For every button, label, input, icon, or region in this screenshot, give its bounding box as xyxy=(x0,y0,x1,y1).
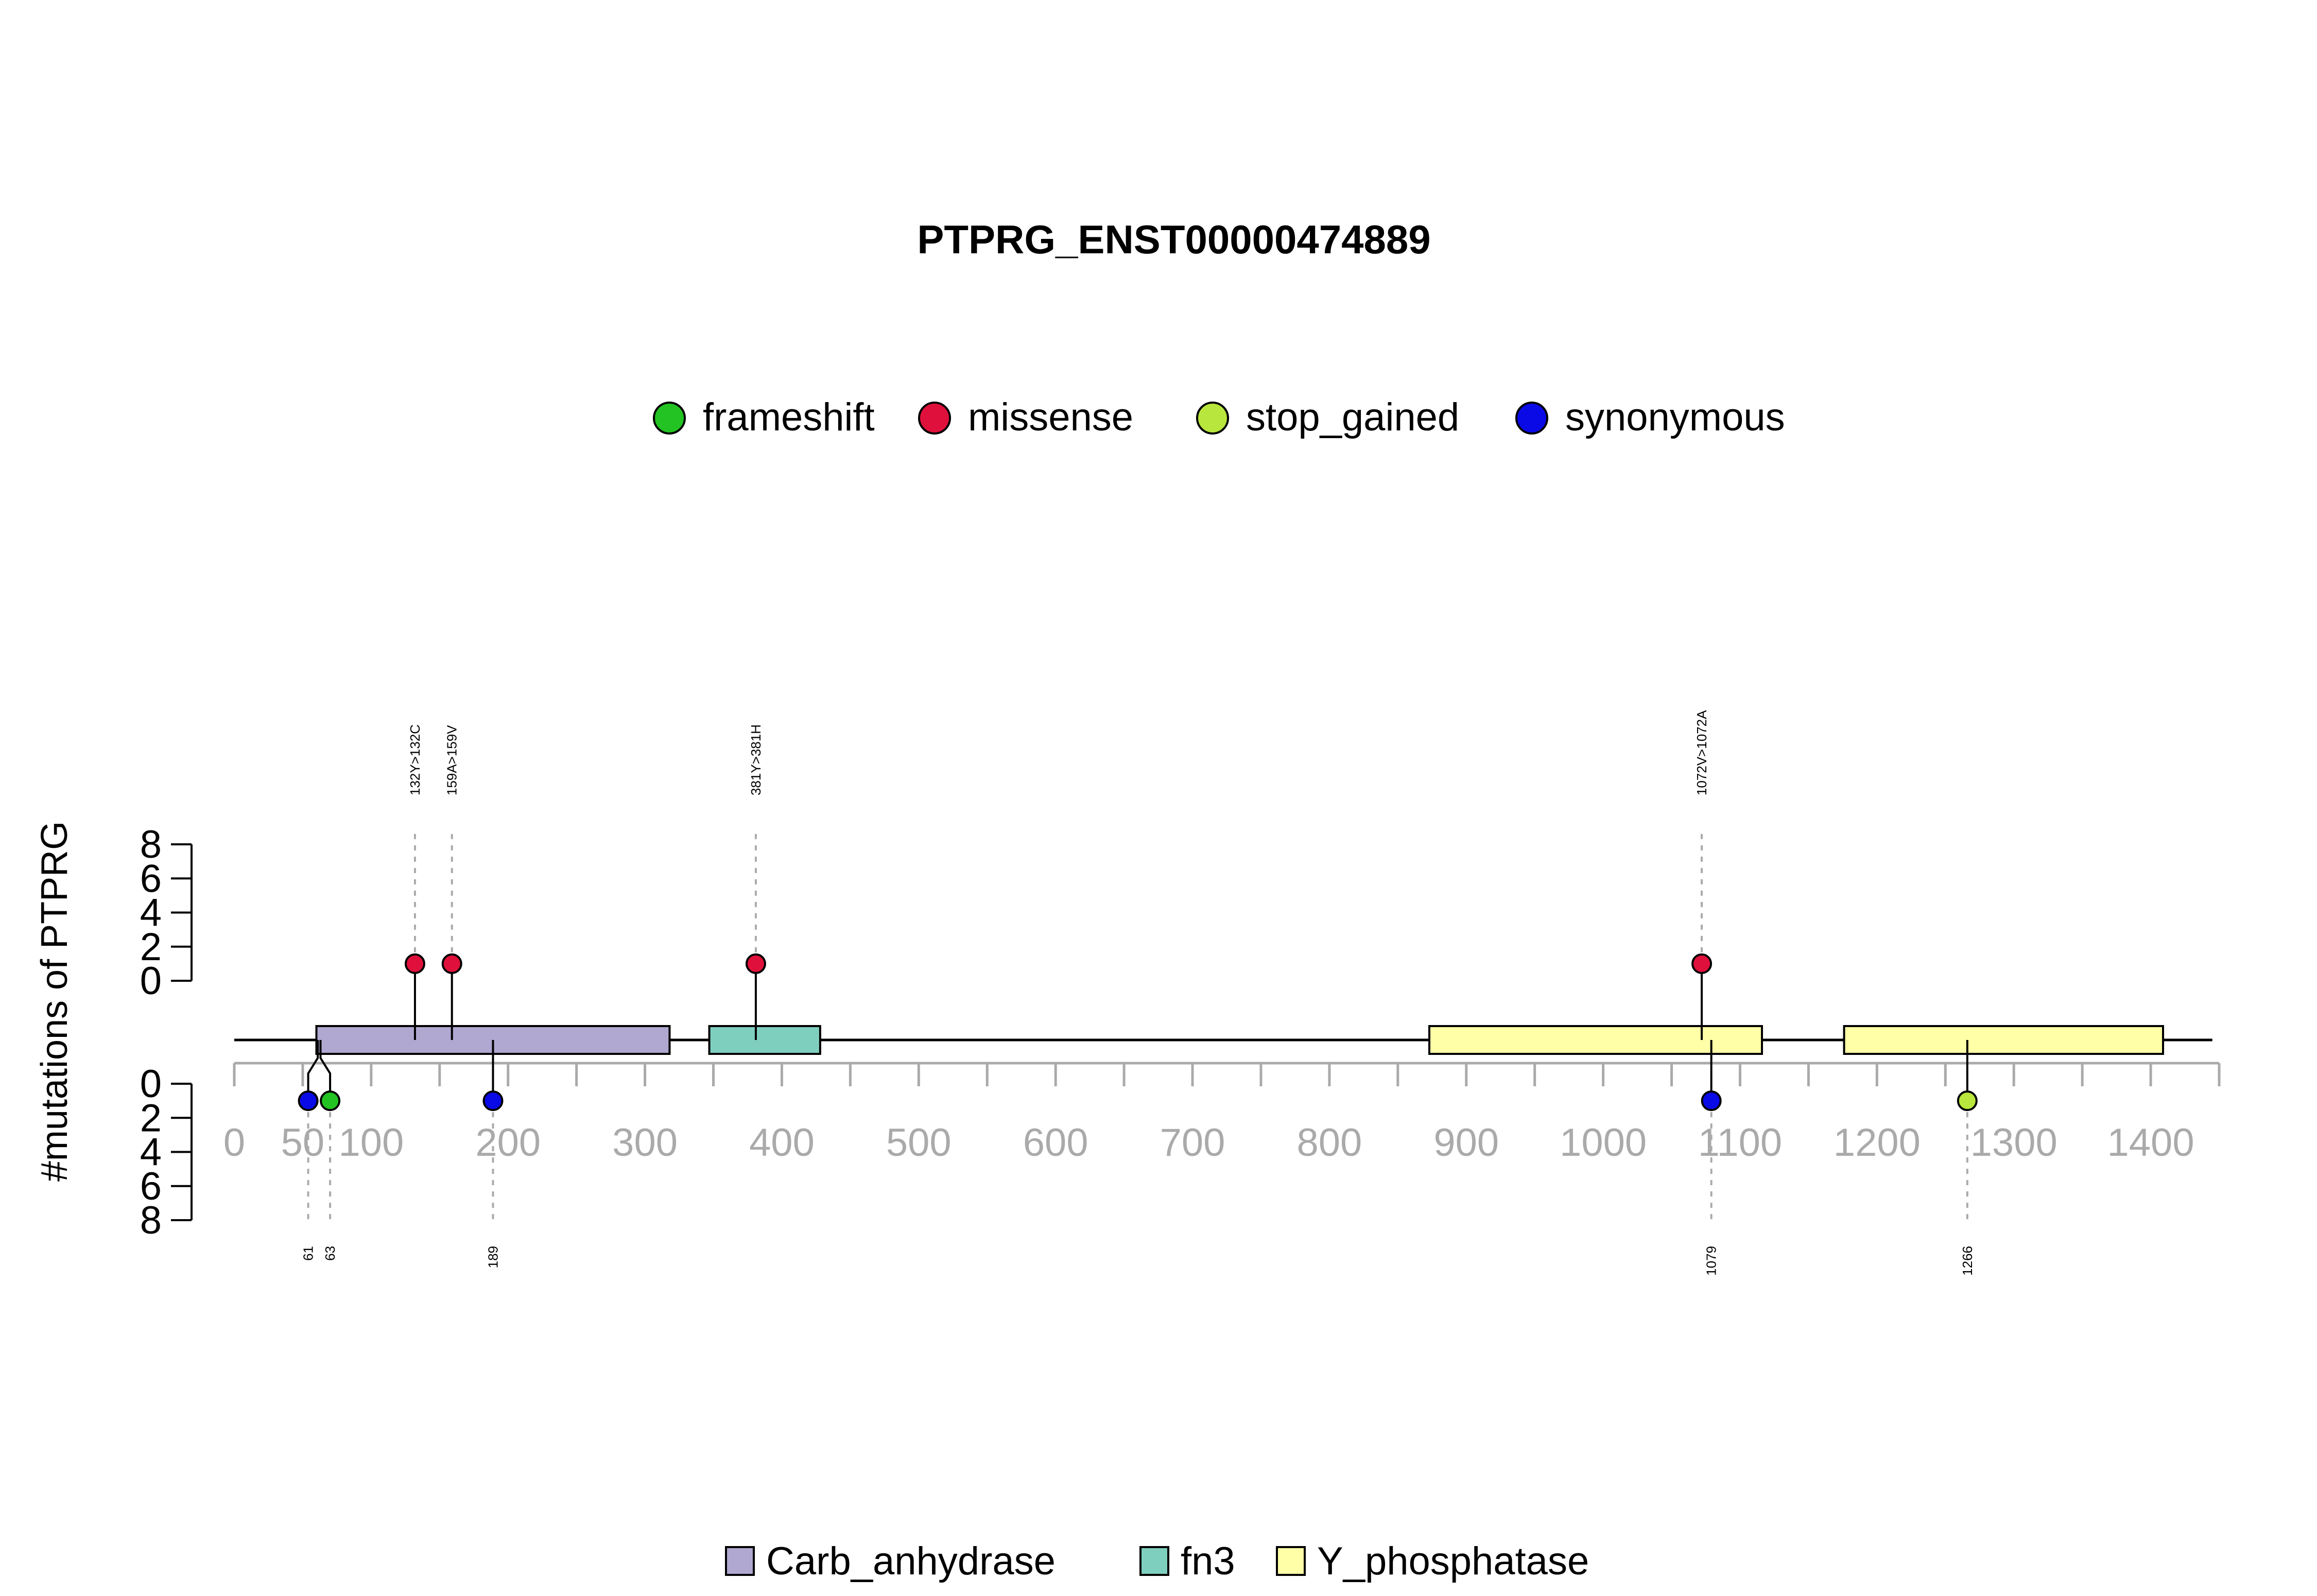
x-tick-label-0: 0 xyxy=(223,1121,245,1165)
legend-dot-stop_gained xyxy=(1196,402,1229,435)
y-tick-label-bottom-6: 6 xyxy=(140,1165,162,1208)
y-tick-label-top-2: 2 xyxy=(140,925,162,969)
domain-box-Y_phosphatase-3 xyxy=(1843,1025,2164,1055)
x-tick-label-200: 200 xyxy=(475,1121,541,1165)
label-bottom-61: 61 xyxy=(301,1246,316,1261)
label-bottom-1079: 1079 xyxy=(1704,1246,1719,1276)
label-bottom-189: 189 xyxy=(485,1246,500,1268)
domain-legend-label-Y_phosphatase: Y_phosphatase xyxy=(1317,1539,1589,1583)
x-tick-label-1300: 1300 xyxy=(1970,1121,2057,1165)
label-bottom-63: 63 xyxy=(322,1246,338,1261)
point-top-1072 xyxy=(1691,953,1713,974)
point-top-132 xyxy=(404,953,425,974)
x-tick-label-1400: 1400 xyxy=(2107,1121,2194,1165)
domain-legend-swatch-Carb_anhydrase xyxy=(725,1546,755,1576)
label-top-132: 132Y>132C xyxy=(407,724,423,795)
x-tick-label-900: 900 xyxy=(1433,1121,1499,1165)
point-top-159 xyxy=(441,953,462,974)
x-tick-label-500: 500 xyxy=(886,1121,952,1165)
label-bottom-1266: 1266 xyxy=(1960,1246,1975,1276)
x-tick-label-100: 100 xyxy=(338,1121,404,1165)
x-tick-label-700: 700 xyxy=(1160,1121,1225,1165)
chart-title: PTPRG_ENST00000474889 xyxy=(917,217,1430,262)
point-bottom-61 xyxy=(298,1090,319,1112)
x-tick-label-50: 50 xyxy=(281,1121,325,1165)
legend-label-stop_gained: stop_gained xyxy=(1246,395,1459,439)
domain-legend-swatch-Y_phosphatase xyxy=(1276,1546,1306,1576)
point-top-381 xyxy=(745,953,766,974)
legend-dot-missense xyxy=(918,402,951,435)
domain-legend-label-fn3: fn3 xyxy=(1181,1539,1235,1583)
domain-box-fn3-1 xyxy=(708,1025,821,1055)
y-tick-label-top-8: 8 xyxy=(140,823,162,866)
legend-dot-frameshift xyxy=(653,402,686,435)
y-tick-label-top-4: 4 xyxy=(140,891,162,935)
lollipops: 132Y>132C 159A>159V 381Y>381H 1072V>1072A 61… xyxy=(298,710,1978,1276)
y-tick-label-bottom-8: 8 xyxy=(140,1199,162,1242)
y-tick-label-bottom-4: 4 xyxy=(140,1131,162,1174)
legend-label-synonymous: synonymous xyxy=(1565,395,1785,439)
domain-legend-swatch-fn3 xyxy=(1139,1546,1169,1576)
point-bottom-63 xyxy=(320,1090,341,1112)
x-tick-label-400: 400 xyxy=(749,1121,815,1165)
y-tick-label-bottom-0: 0 xyxy=(140,1062,162,1106)
legend-label-missense: missense xyxy=(968,395,1133,439)
stem-bottom-63 xyxy=(319,1040,332,1101)
point-bottom-1266 xyxy=(1957,1090,1978,1112)
label-top-381: 381Y>381H xyxy=(748,724,764,795)
point-bottom-1079 xyxy=(1701,1090,1722,1112)
domain-legend-label-Carb_anhydrase: Carb_anhydrase xyxy=(766,1539,1056,1583)
y-tick-label-top-0: 0 xyxy=(140,959,162,1003)
x-axis: 0 50 100 200 300 400 500 600 700 800 900 1000 1100 12… xyxy=(223,1062,2221,1165)
legend-dot-synonymous xyxy=(1515,402,1548,435)
label-top-159: 159A>159V xyxy=(444,725,460,795)
y-axis-label: #mutations of PTPRG xyxy=(34,821,75,1182)
x-tick-label-300: 300 xyxy=(612,1121,678,1165)
label-top-1072: 1072V>1072A xyxy=(1694,710,1709,795)
stem-bottom-61 xyxy=(307,1040,319,1101)
y-tick-label-bottom-2: 2 xyxy=(140,1096,162,1140)
x-tick-label-600: 600 xyxy=(1023,1121,1088,1165)
y-tick-label-top-6: 6 xyxy=(140,857,162,900)
x-tick-label-1200: 1200 xyxy=(1834,1121,1921,1165)
mutation-legend: frameshift missense stop_gained synonymous xyxy=(653,395,1785,439)
x-tick-label-800: 800 xyxy=(1296,1121,1362,1165)
domain-box-Y_phosphatase-2 xyxy=(1428,1025,1763,1055)
point-bottom-189 xyxy=(482,1090,504,1112)
domain-legend: Carb_anhydrase fn3 Y_phosphatase xyxy=(725,1539,1589,1583)
x-tick-label-1000: 1000 xyxy=(1560,1121,1647,1165)
legend-label-frameshift: frameshift xyxy=(703,395,875,439)
